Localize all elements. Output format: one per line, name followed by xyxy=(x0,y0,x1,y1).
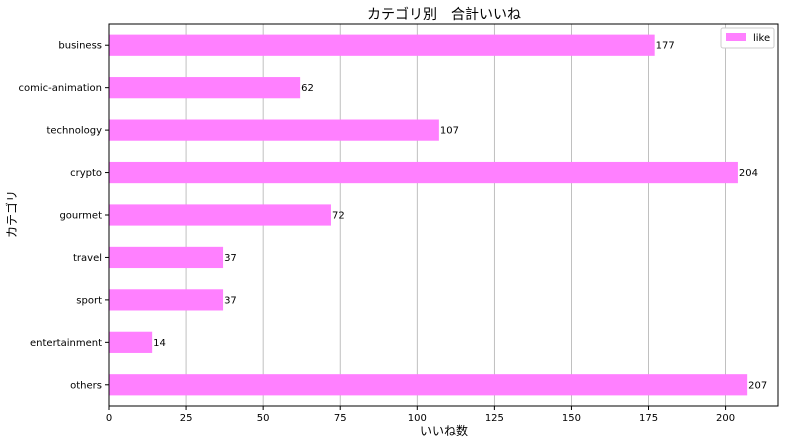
x-tick-label: 75 xyxy=(334,413,347,424)
y-tick-label: others xyxy=(70,380,102,391)
bar-sport xyxy=(109,289,224,311)
y-tick-label: entertainment xyxy=(30,338,102,349)
bar-entertainment xyxy=(109,331,153,353)
x-axis-label: いいね数 xyxy=(420,423,468,438)
legend: like xyxy=(720,27,775,49)
y-tick-label: sport xyxy=(76,295,102,306)
bar-travel xyxy=(109,246,224,269)
y-tick-label: technology xyxy=(46,126,102,137)
data-label: 14 xyxy=(153,338,166,349)
data-label: 72 xyxy=(332,211,345,222)
data-label: 62 xyxy=(301,83,314,94)
data-label: 37 xyxy=(224,295,237,306)
x-tick-label: 100 xyxy=(408,413,427,424)
x-axis-ticks: 0 25 50 75 100 125 150 175 200 xyxy=(106,406,735,424)
x-tick-label: 150 xyxy=(562,413,581,424)
x-tick-label: 200 xyxy=(716,413,735,424)
y-tick-label: gourmet xyxy=(59,211,102,222)
bar-business xyxy=(109,34,655,56)
y-tick-label: crypto xyxy=(70,168,102,179)
bar-gourmet xyxy=(109,204,331,226)
chart-title: カテゴリ別 合計いいね xyxy=(367,6,521,23)
bars xyxy=(109,34,748,396)
legend-label: like xyxy=(753,33,770,44)
data-labels: 177 62 107 204 72 37 37 14 207 xyxy=(153,41,767,392)
x-tick-label: 125 xyxy=(485,413,504,424)
y-tick-label: business xyxy=(58,41,102,52)
y-axis-ticks: business comic-animation technology crypto g… xyxy=(18,41,109,391)
bar-crypto xyxy=(109,161,738,184)
data-label: 204 xyxy=(739,168,758,179)
x-tick-label: 25 xyxy=(180,413,193,424)
legend-swatch xyxy=(726,33,746,41)
data-label: 177 xyxy=(656,41,675,52)
bar-others xyxy=(109,374,748,396)
data-label: 107 xyxy=(440,126,459,137)
bar-technology xyxy=(109,119,439,141)
data-label: 37 xyxy=(224,253,237,264)
bar-comic-animation xyxy=(109,77,301,99)
y-tick-label: travel xyxy=(73,253,102,264)
x-tick-label: 175 xyxy=(639,413,658,424)
x-tick-label: 50 xyxy=(257,413,270,424)
plot-frame xyxy=(108,23,779,407)
y-axis-label: カテゴリ xyxy=(4,190,19,238)
y-tick-label: comic-animation xyxy=(18,83,102,94)
data-label: 207 xyxy=(748,380,767,391)
x-tick-label: 0 xyxy=(106,413,112,424)
